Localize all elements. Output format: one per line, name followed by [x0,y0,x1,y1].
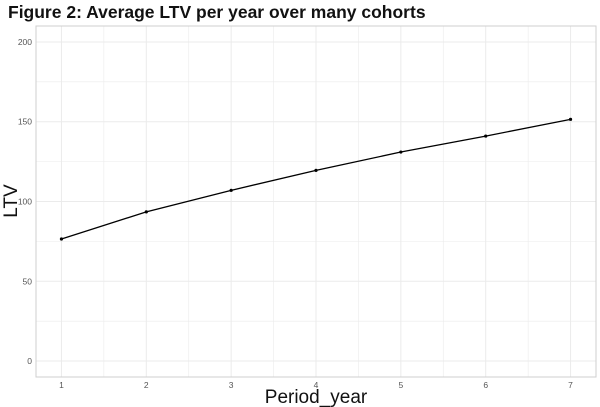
y-tick-label: 50 [23,276,33,286]
x-tick-label: 1 [59,380,64,390]
data-point [568,117,573,121]
x-tick-label: 4 [314,380,319,390]
chart-title: Figure 2: Average LTV per year over many… [8,2,426,22]
x-axis-ticks: 1 2 3 4 5 6 7 [59,380,573,390]
panel-border [35,25,597,378]
y-axis-title: LTV [1,184,22,218]
y-tick-label: 100 [18,197,32,207]
data-point [484,134,488,138]
data-point [144,210,148,214]
data-point [229,188,233,192]
x-axis-title: Period_year [265,387,368,407]
x-tick-label: 2 [144,380,149,390]
data-point [59,237,64,241]
y-tick-label: 0 [27,356,32,366]
series [59,117,573,241]
y-axis-ticks: 0 50 100 150 200 [18,37,32,366]
x-tick-label: 7 [568,380,573,390]
x-tick-label: 3 [229,380,234,390]
data-point [399,150,403,154]
data-point [314,168,318,172]
x-tick-label: 5 [398,380,403,390]
grid-lines [36,26,596,377]
x-tick-label: 6 [483,380,488,390]
y-tick-label: 200 [18,37,32,47]
y-tick-label: 150 [18,117,32,127]
